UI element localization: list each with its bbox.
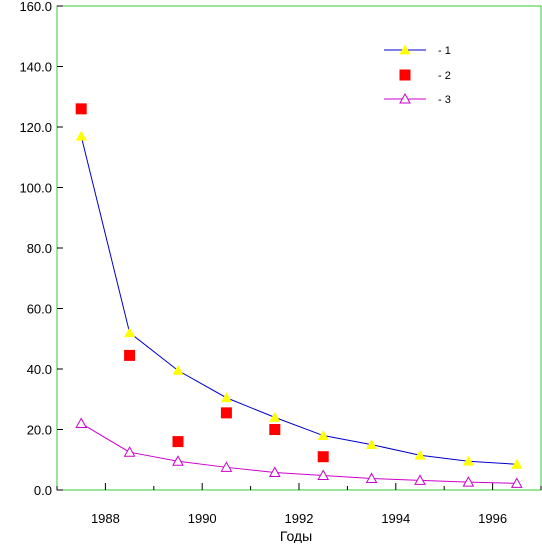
data-point-open-triangle	[365, 472, 378, 484]
data-point-filled-triangle	[220, 392, 232, 403]
x-tick-label: 1994	[381, 511, 410, 526]
legend-label: - 2	[438, 70, 451, 82]
data-point-open-triangle	[268, 466, 281, 477]
data-point-open-triangle	[123, 446, 136, 457]
data-point-filled-triangle	[75, 130, 87, 141]
series-line	[80, 423, 517, 484]
series-1	[75, 130, 523, 469]
data-point-filled-triangle	[172, 365, 184, 375]
data-point-square	[124, 349, 136, 361]
data-point-filled-triangle	[462, 455, 474, 466]
data-point-open-triangle	[317, 469, 330, 480]
y-tick-label: 80.0	[27, 241, 52, 256]
data-point-filled-triangle	[414, 449, 426, 460]
y-tick-label: 160.0	[19, 0, 52, 14]
data-point-square	[269, 424, 281, 435]
legend-label: - 3	[438, 94, 451, 106]
x-axis: 1988 1990 1992 1994 1996	[56, 483, 542, 526]
x-axis-title: Годы	[280, 528, 312, 543]
legend: - 1 - 2 - 3	[384, 44, 451, 106]
series-layer	[75, 103, 523, 488]
series-3	[75, 417, 523, 488]
legend-entry-2: - 2	[399, 69, 451, 82]
y-tick-label: 40.0	[27, 362, 52, 377]
data-point-square	[317, 451, 329, 463]
x-tick-label: 1992	[285, 511, 314, 526]
y-tick-label: 20.0	[27, 423, 52, 438]
y-tick-label: 100.0	[19, 181, 52, 196]
legend-label: - 1	[438, 45, 451, 57]
data-point-square	[75, 103, 87, 115]
series-2	[75, 103, 329, 463]
legend-entry-3: - 3	[384, 92, 451, 106]
y-tick-label: 0.0	[34, 483, 52, 498]
data-point-open-triangle	[414, 474, 426, 485]
y-axis: 0.0 20.0 40.0 60.0 80.0 100.0 120.0 140.0 160.0	[19, 0, 63, 498]
data-point-filled-triangle	[269, 411, 281, 422]
data-point-open-triangle	[399, 92, 411, 104]
data-point-filled-triangle	[511, 458, 523, 469]
y-tick-label: 60.0	[27, 302, 52, 317]
data-point-open-triangle	[172, 455, 184, 466]
data-point-filled-triangle	[317, 430, 329, 440]
legend-entry-1: - 1	[384, 44, 451, 57]
data-point-open-triangle	[510, 477, 523, 488]
series-line	[80, 135, 517, 465]
data-point-filled-triangle	[124, 327, 136, 338]
data-point-square	[172, 436, 184, 448]
data-point-square	[220, 407, 232, 419]
data-point-filled-triangle	[399, 44, 411, 55]
x-tick-label: 1990	[188, 511, 217, 526]
data-point-filled-triangle	[366, 439, 378, 450]
data-point-square	[399, 69, 411, 81]
y-tick-label: 120.0	[19, 120, 52, 135]
x-tick-label: 1996	[478, 511, 507, 526]
y-tick-label: 140.0	[19, 60, 52, 75]
data-point-open-triangle	[220, 461, 233, 472]
data-point-open-triangle	[462, 476, 475, 487]
x-tick-label: 1988	[91, 511, 120, 526]
data-point-open-triangle	[75, 417, 88, 428]
